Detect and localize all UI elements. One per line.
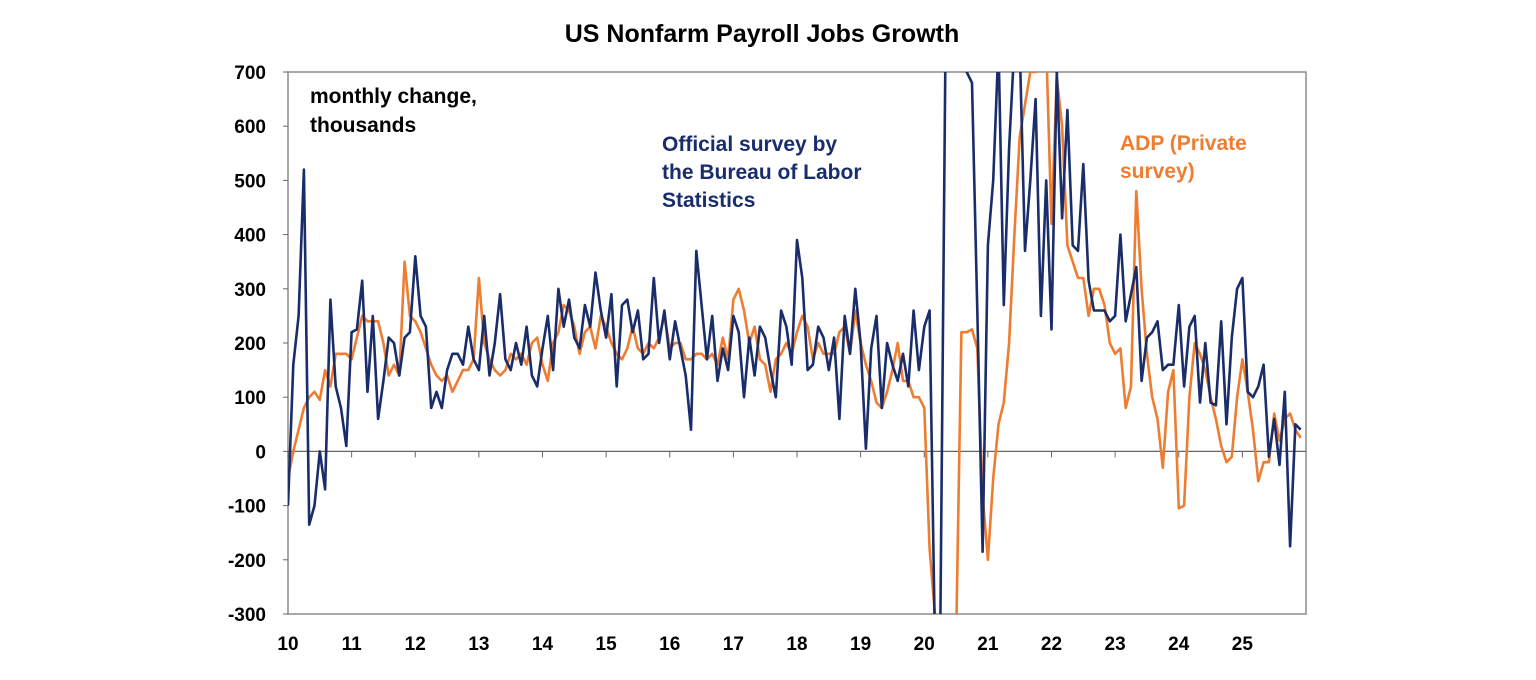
x-tick-label: 16 [659,634,680,655]
x-tick-label: 10 [277,634,298,655]
chart-title: US Nonfarm Payroll Jobs Growth [565,20,960,48]
adp-label-line: survey) [1120,160,1195,183]
y-axis: 700 600 500 400 300 200 100 0 -100 -200 -300 [228,63,288,626]
unit-note-line: monthly change, [310,85,477,108]
x-tick-label: 18 [786,634,807,655]
series-group [288,72,1302,614]
y-tick-label: -100 [228,497,266,518]
adp-series-line [288,72,1302,614]
x-tick-label: 24 [1168,634,1190,655]
x-tick-label: 25 [1232,634,1254,655]
x-tick-label: 19 [850,634,871,655]
x-tick-label: 12 [405,634,426,655]
y-tick-label: 100 [234,388,266,409]
x-tick-label: 22 [1041,634,1062,655]
y-tick-label: 500 [234,171,266,192]
x-tick-label: 15 [596,634,618,655]
x-tick-label: 17 [723,634,744,655]
x-tick-label: 21 [977,634,999,655]
y-tick-label: 200 [234,334,266,355]
y-tick-label: -200 [228,551,266,572]
bls-label-line: the Bureau of Labor [662,161,862,184]
bls-series-line [288,72,1302,614]
y-tick-label: 400 [234,226,266,247]
adp-label-line: ADP (Private [1120,132,1247,155]
bls-series-label: Official survey by the Bureau of Labor S… [662,133,867,212]
x-axis: 10 11 12 13 14 15 16 17 18 19 20 21 22 23 24 25 [277,451,1253,655]
bls-label-line: Statistics [662,189,755,212]
x-tick-label: 14 [532,634,554,655]
unit-note: monthly change, thousands [310,85,483,137]
y-tick-label: 300 [234,280,266,301]
x-tick-label: 23 [1105,634,1126,655]
x-tick-label: 11 [342,634,363,655]
x-tick-label: 20 [914,634,935,655]
y-tick-label: 0 [255,442,266,463]
y-tick-label: 600 [234,117,266,138]
unit-note-line: thousands [310,114,416,137]
x-tick-label: 13 [468,634,489,655]
bls-label-line: Official survey by [662,133,837,156]
adp-series-label: ADP (Private survey) [1120,132,1253,183]
y-tick-label: -300 [228,605,266,626]
y-tick-label: 700 [234,63,266,84]
